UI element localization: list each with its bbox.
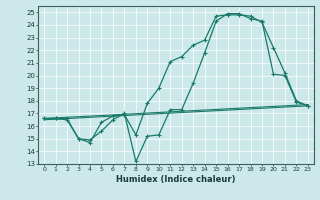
X-axis label: Humidex (Indice chaleur): Humidex (Indice chaleur) xyxy=(116,175,236,184)
